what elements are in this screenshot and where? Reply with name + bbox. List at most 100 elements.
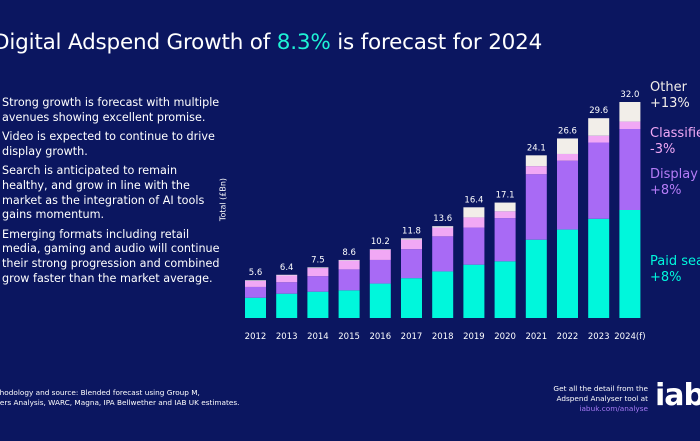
bar-segment-paid-search (245, 297, 266, 318)
iab-logo: iab (655, 378, 700, 413)
x-tick-label: 2019 (463, 332, 485, 342)
legend-growth: +8% (650, 183, 682, 198)
legend-label: Classified (650, 126, 700, 141)
bar-segment-paid-search (401, 278, 422, 318)
title-text-end: is forecast for 2024 (330, 30, 543, 55)
bar-segment-paid-search (276, 293, 298, 318)
x-tick-label: 2012 (245, 332, 267, 342)
bar-segment-other (369, 249, 391, 250)
source-line: Methodology and source: Blended forecast… (0, 388, 200, 397)
total-label: 13.6 (433, 214, 452, 224)
bar-segment-classified (588, 135, 610, 143)
x-tick-label: 2024(f) (614, 332, 645, 342)
source-note: Methodology and source: Blended forecast… (0, 388, 239, 408)
bar-segment-display (619, 129, 641, 210)
bar-segment-paid-search (463, 264, 485, 318)
bar-segment-other (557, 138, 578, 154)
bar-segment-other (588, 118, 610, 136)
total-label: 26.6 (558, 126, 577, 136)
x-tick-label: 2013 (276, 332, 298, 342)
bar-segment-classified (557, 153, 578, 161)
bar-segment-other (338, 259, 360, 261)
legend-display: Display +8% (650, 167, 698, 199)
bar-segment-paid-search (338, 290, 360, 318)
legend-growth: +13% (650, 96, 690, 111)
source-line: Enders Analysis, WARC, Magna, IPA Bellwe… (0, 398, 240, 407)
bar-segment-paid-search (588, 218, 610, 318)
cta-line: Adspend Analyser tool at (556, 394, 648, 403)
bar-segment-paid-search (525, 239, 547, 318)
bar-segment-classified (494, 211, 516, 219)
bar-segment-display (588, 142, 610, 219)
title-highlight: 8.3% (276, 30, 331, 55)
legend-label: Other (650, 80, 687, 95)
bullet-item: Emerging formats including retail media,… (2, 227, 220, 285)
bar-segment-display (463, 227, 485, 265)
x-tick-label: 2014 (307, 332, 329, 342)
bullet-list: Strong growth is forecast with multiple … (2, 96, 222, 291)
legend-paid-search: Paid search+8% (650, 254, 700, 286)
bullet-item: Video is expected to continue to drive d… (2, 130, 215, 158)
bullet-item: Strong growth is forecast with multiple … (2, 96, 220, 124)
bar-segment-paid-search (619, 210, 641, 318)
total-label: 7.5 (311, 255, 325, 265)
bar-segment-other (619, 102, 641, 122)
total-label: 6.4 (280, 263, 294, 273)
total-label: 5.6 (249, 268, 263, 278)
bar-segment-classified (463, 217, 485, 228)
cta-note: Get all the detail from the Adspend Analy… (553, 384, 648, 414)
legend-classified: Classified-3% (650, 126, 700, 158)
bar-segment-display (525, 174, 547, 240)
x-tick-label: 2015 (338, 332, 360, 342)
bar-segment-classified (245, 280, 266, 287)
bar-segment-display (338, 269, 360, 291)
total-label: 29.6 (589, 106, 608, 116)
bar-segment-classified (307, 268, 329, 277)
x-tick-label: 2021 (525, 332, 547, 342)
x-tick-label: 2018 (432, 332, 454, 342)
bar-segment-classified (369, 249, 391, 260)
bar-segment-other (401, 238, 422, 240)
bar-segment-classified (338, 260, 360, 270)
bar-segment-display (245, 286, 266, 298)
total-label: 17.1 (496, 191, 515, 201)
legend-growth: -3% (650, 142, 676, 157)
bar-segment-other (463, 207, 485, 218)
bar-segment-other (245, 280, 266, 281)
title-text: Digital Adspend Growth of (0, 30, 277, 55)
bar-segment-classified (401, 239, 422, 250)
bar-segment-classified (525, 166, 547, 175)
bar-segment-paid-search (369, 283, 391, 318)
analyser-link[interactable]: iabuk.com/analyse (579, 404, 648, 413)
bar-segment-classified (276, 275, 298, 283)
bar-segment-display (369, 259, 391, 284)
x-tick-label: 2022 (557, 332, 579, 342)
bar-segment-display (432, 236, 454, 272)
bar-segment-other (432, 226, 454, 228)
total-label: 24.1 (527, 143, 546, 153)
bar-segment-paid-search (494, 261, 516, 318)
legend-growth: +8% (650, 270, 682, 285)
bar-segment-paid-search (432, 271, 454, 318)
legend-label: Display (650, 167, 698, 182)
x-tick-label: 2017 (401, 332, 423, 342)
total-label: 16.4 (464, 195, 483, 205)
bullet-item: Search is anticipated to remain healthy,… (2, 164, 205, 222)
bar-segment-classified (619, 121, 641, 129)
bar-segment-display (557, 160, 578, 230)
bar-segment-other (276, 274, 298, 276)
page-title: Digital Adspend Growth of 8.3% is foreca… (0, 30, 542, 55)
total-label: 10.2 (371, 237, 390, 247)
total-label: 32.0 (620, 90, 639, 100)
bar-segment-paid-search (557, 229, 578, 318)
bar-segment-paid-search (307, 291, 329, 318)
bar-segment-display (494, 218, 516, 262)
total-label: 8.6 (342, 248, 356, 258)
legend-other: Other +13% (650, 80, 690, 112)
legend-label: Paid search (650, 254, 700, 269)
x-tick-label: 2020 (494, 332, 516, 342)
bar-segment-display (276, 282, 298, 294)
bar-segment-display (401, 249, 422, 279)
bar-segment-other (494, 202, 516, 212)
bar-segment-other (307, 267, 329, 269)
